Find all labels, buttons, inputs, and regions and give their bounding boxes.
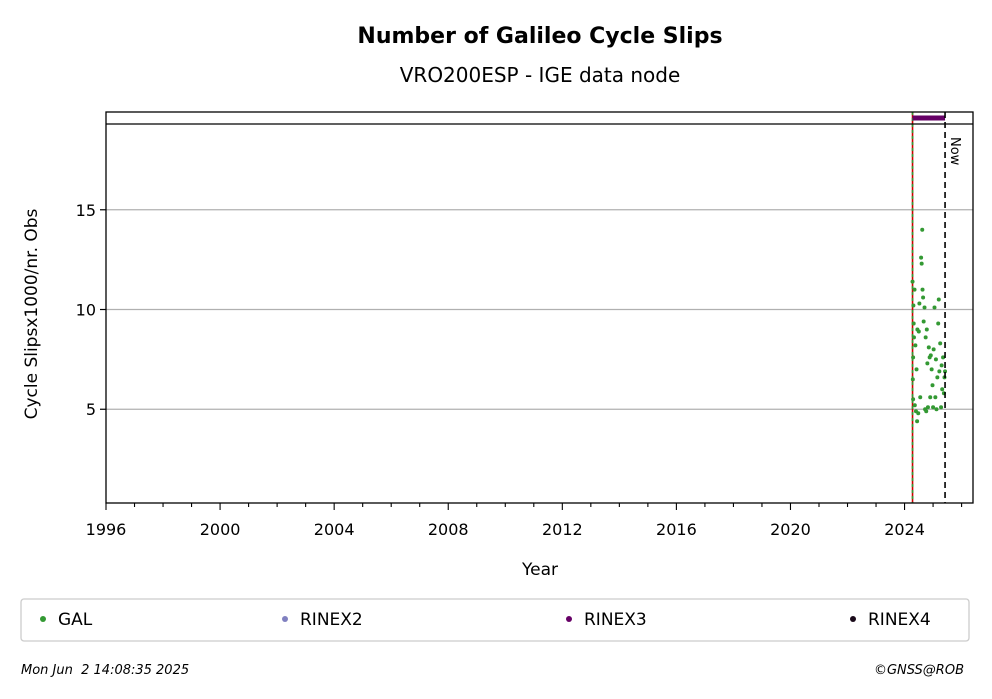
legend-label-rinex4: RINEX4 (868, 610, 931, 630)
gal-point (912, 403, 917, 408)
legend-marker-rinex3 (566, 616, 572, 622)
gal-point (928, 395, 933, 400)
gal-point (916, 329, 921, 334)
y-tick-label: 15 (76, 201, 96, 220)
gal-point (915, 419, 920, 424)
legend-label-rinex3: RINEX3 (584, 610, 647, 630)
gal-point (911, 303, 916, 308)
gal-point (924, 327, 929, 332)
x-tick-label: 2004 (314, 520, 355, 539)
y-axis-label: Cycle Slipsx1000/nr. Obs (22, 208, 42, 419)
gal-point (910, 377, 915, 382)
x-tick-label: 2012 (542, 520, 583, 539)
gal-point (933, 357, 938, 362)
plot-marks (910, 112, 948, 503)
gal-point (920, 227, 925, 232)
gal-point (928, 353, 933, 358)
gal-point (919, 261, 924, 266)
gal-point (931, 347, 936, 352)
gridlines (106, 209, 973, 410)
legend-label-gal: GAL (58, 610, 93, 630)
gal-point (937, 369, 942, 374)
gal-point (911, 397, 916, 402)
legend-marker-rinex2 (282, 616, 288, 622)
gal-point (925, 361, 930, 366)
x-axis-label: Year (521, 560, 558, 580)
gal-point (916, 411, 921, 416)
gal-point (936, 297, 941, 302)
footer-credit: ©GNSS@ROB (874, 663, 964, 678)
y-tick-label: 10 (76, 301, 96, 320)
plot-frame (105, 111, 974, 504)
gal-point (935, 375, 940, 380)
now-label: Now (947, 137, 962, 166)
gal-point (918, 395, 923, 400)
legend: GAL RINEX2 RINEX3 RINEX4 (40, 610, 931, 630)
gal-point (943, 369, 948, 374)
gal-point (939, 363, 944, 368)
gal-point (931, 405, 936, 410)
gal-point (936, 321, 941, 326)
gal-point (924, 409, 929, 414)
footer-timestamp: Mon Jun 2 14:08:35 2025 (21, 663, 189, 678)
x-tick-label: 2008 (428, 520, 469, 539)
chart-subtitle: VRO200ESP - IGE data node (400, 63, 681, 87)
gal-point (929, 367, 934, 372)
y-tick-label: 5 (86, 400, 96, 419)
gal-point (939, 405, 944, 410)
gal-point (921, 295, 926, 300)
gal-point (919, 255, 924, 260)
gal-point (923, 335, 928, 340)
gal-point (932, 305, 937, 310)
x-tick-label: 2000 (200, 520, 241, 539)
gal-point (914, 367, 919, 372)
x-tick-label: 2020 (770, 520, 811, 539)
gal-point (930, 383, 935, 388)
gal-point (926, 345, 931, 350)
x-tick-label: 2016 (656, 520, 697, 539)
gal-point (925, 405, 930, 410)
x-tick-label: 1996 (86, 520, 127, 539)
gal-point (912, 287, 917, 292)
gal-point (922, 305, 927, 310)
legend-marker-rinex4 (850, 616, 856, 622)
gal-point (938, 341, 943, 346)
x-tick-label: 2024 (884, 520, 925, 539)
gal-point (940, 387, 945, 392)
chart-title: Number of Galileo Cycle Slips (357, 24, 722, 49)
gal-point (941, 355, 946, 360)
legend-label-rinex2: RINEX2 (300, 610, 363, 630)
gal-point (917, 301, 922, 306)
gal-point (911, 335, 916, 340)
gal-point (911, 321, 916, 326)
y-axis: 5 10 15 (76, 201, 106, 419)
legend-marker-gal (40, 616, 46, 622)
gal-point (920, 287, 925, 292)
gal-point (911, 355, 916, 360)
legend-box (20, 598, 970, 642)
gal-point (921, 319, 926, 324)
x-axis: 1996 2000 2004 2008 2012 2016 2020 2024 (86, 503, 963, 539)
gal-point (910, 279, 915, 284)
gal-point (913, 343, 918, 348)
gal-point (933, 395, 938, 400)
gal-point (934, 407, 939, 412)
